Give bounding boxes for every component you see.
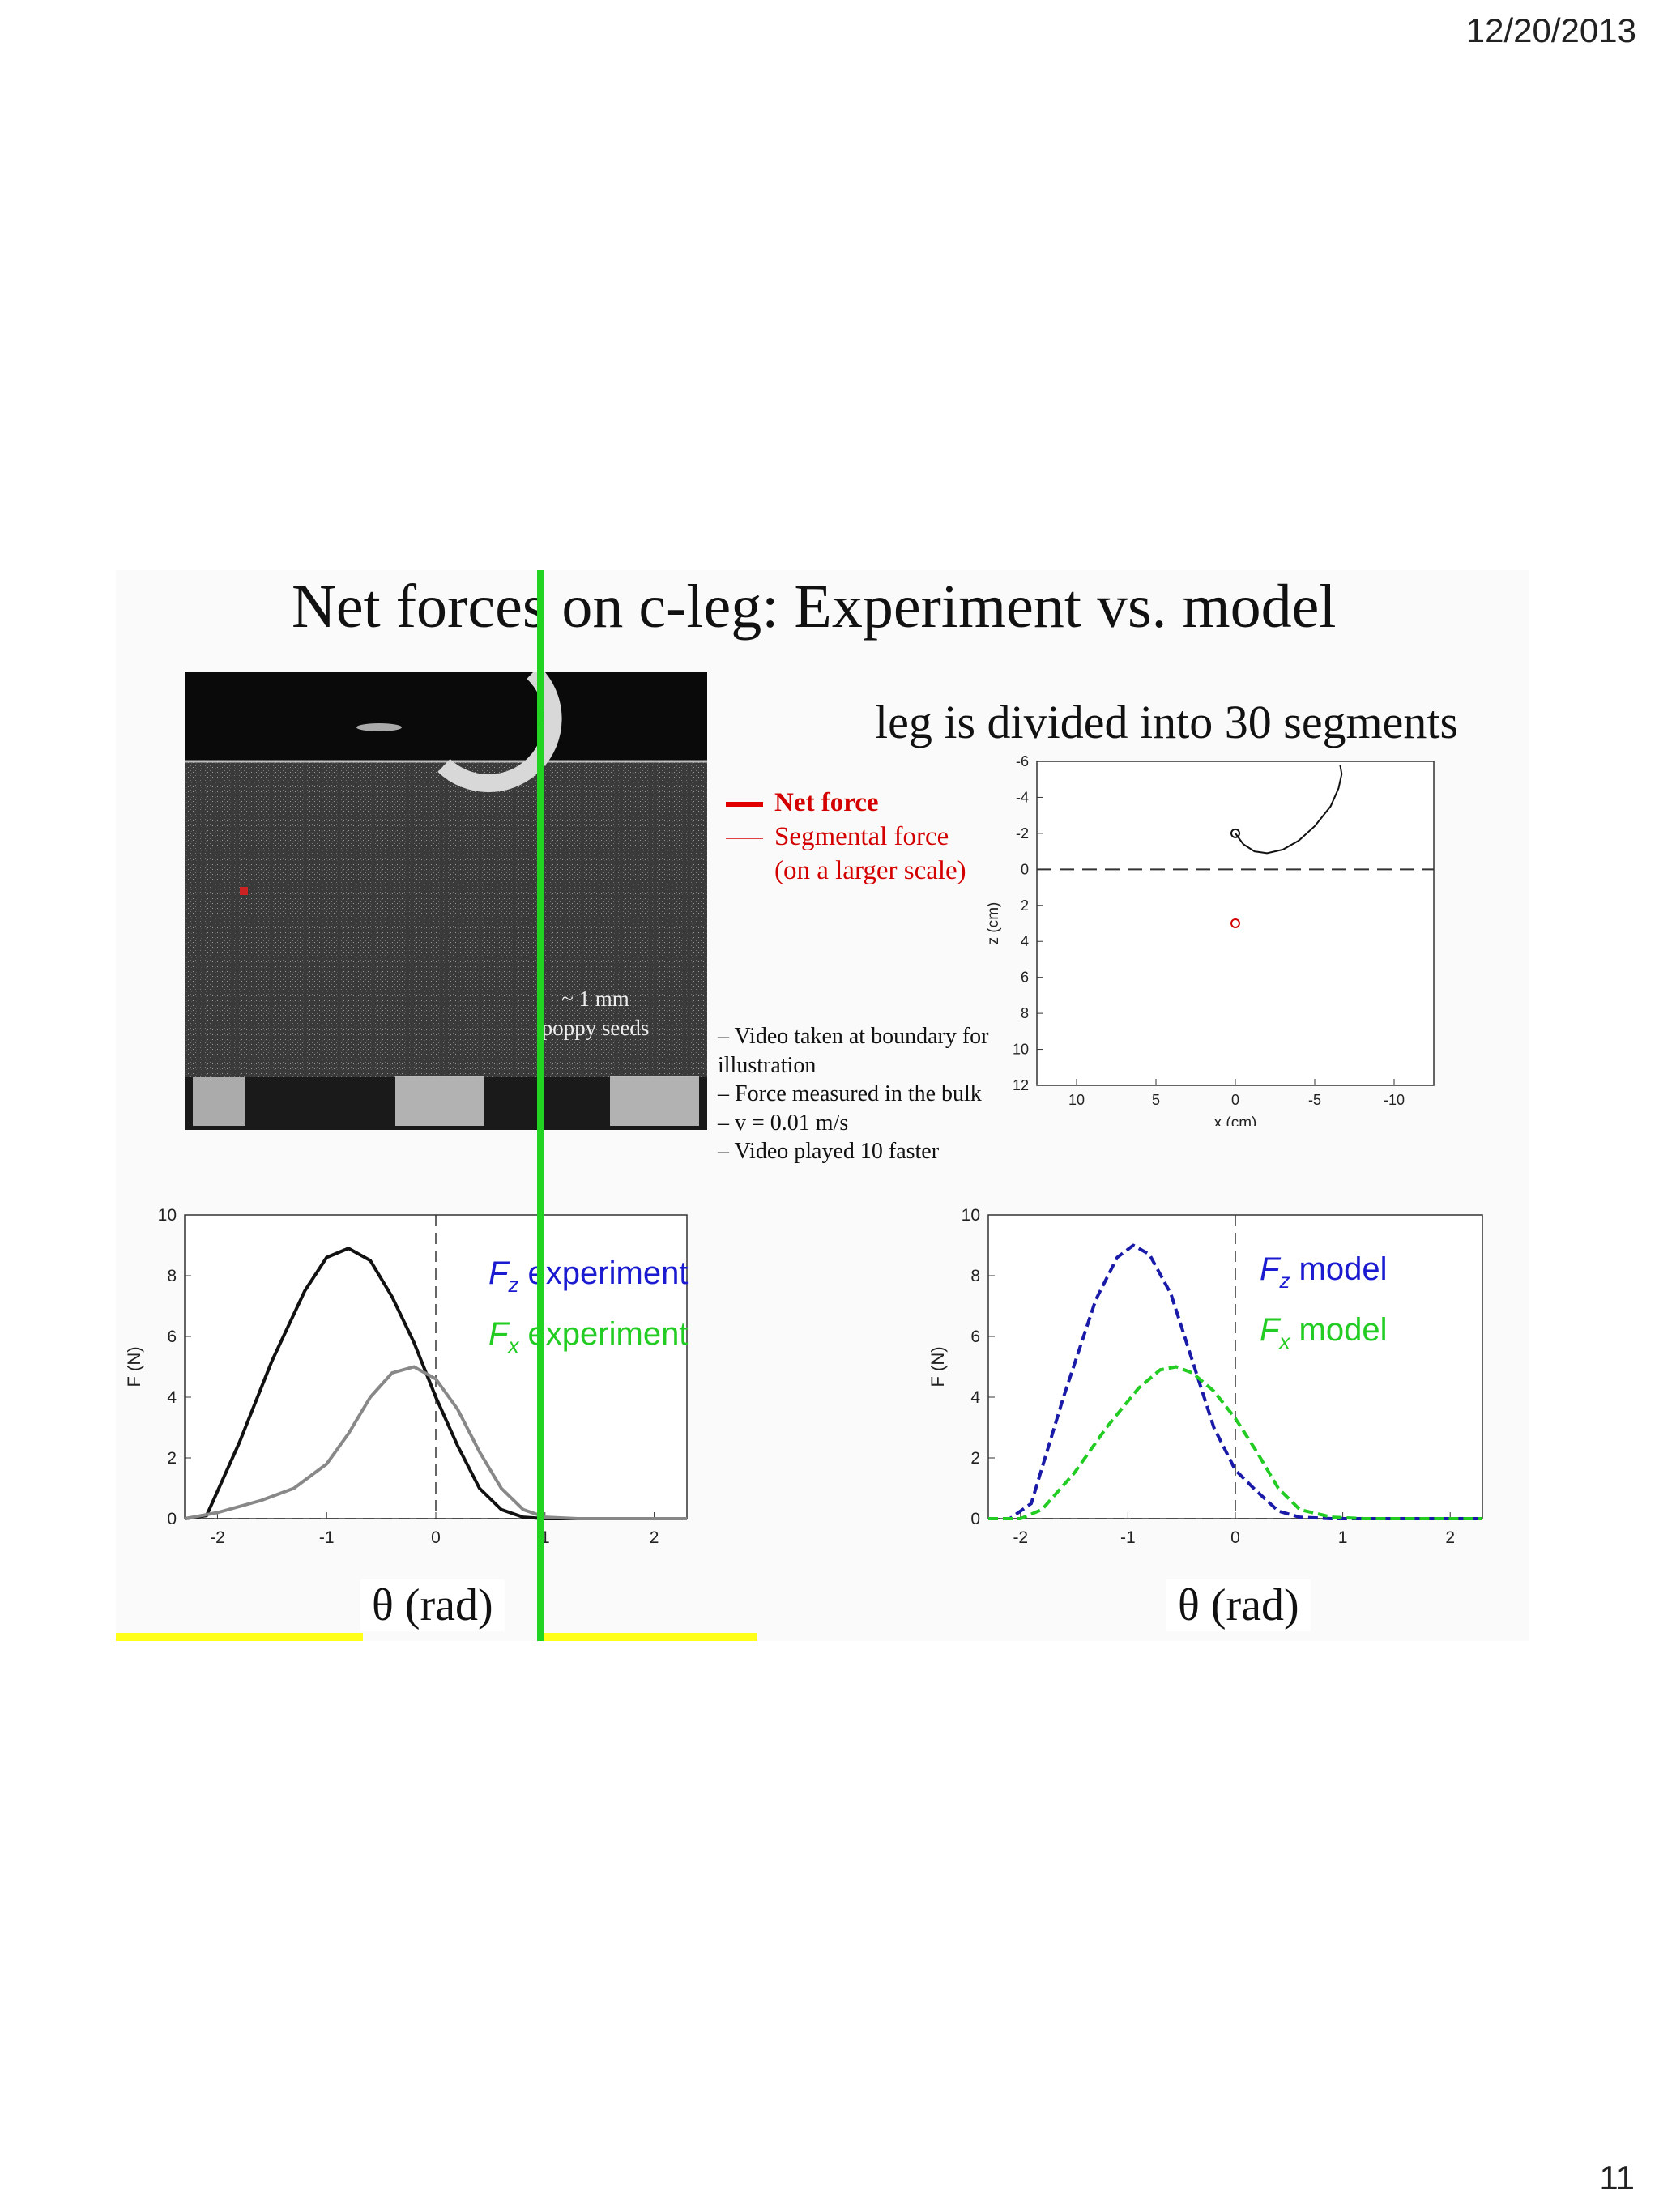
notes-list: – Video taken at boundary for illustrati… — [718, 1022, 988, 1166]
y-tick-label: 2 — [167, 1449, 177, 1468]
x-tick-label: -2 — [210, 1528, 225, 1547]
y-tick-label: 0 — [970, 1510, 980, 1528]
y-tick-label: 2 — [970, 1449, 980, 1468]
note-line: illustration — [718, 1052, 817, 1078]
y-tick-label: 0 — [167, 1510, 177, 1528]
y-tick-label: 10 — [1013, 1042, 1029, 1058]
leg-trajectory-line — [1235, 765, 1343, 855]
net-force-swatch — [726, 802, 763, 808]
video-progress-marker — [537, 570, 544, 1641]
trajectory-marker — [1230, 918, 1240, 928]
x-tick-label: 1 — [540, 1528, 550, 1547]
experiment-video-frame — [185, 672, 707, 1130]
y-tick-label: 10 — [962, 1206, 980, 1225]
note-line: – v = 0.01 m/s — [718, 1110, 849, 1136]
segmental-force-note: (on a larger scale) — [774, 856, 966, 885]
y-tick-label: 10 — [158, 1206, 177, 1225]
x-tick-label: -1 — [1120, 1528, 1136, 1547]
x-tick-label: -10 — [1384, 1092, 1405, 1108]
y-axis-label: z (cm) — [985, 902, 1002, 945]
y-tick-label: 4 — [1021, 933, 1029, 949]
x-tick-label: 5 — [1152, 1092, 1160, 1108]
y-tick-label: 6 — [970, 1328, 980, 1346]
legend-entry: Fx model — [1260, 1312, 1388, 1353]
x-axis-label: x (cm) — [1214, 1115, 1257, 1126]
x-tick-label: -1 — [319, 1528, 335, 1547]
y-tick-label: 8 — [167, 1267, 177, 1285]
force-legend: Net force Segmental force (on a larger s… — [726, 786, 966, 888]
y-tick-label: 8 — [1021, 1005, 1029, 1021]
subtitle: leg is divided into 30 segments — [875, 696, 1459, 748]
y-tick-label: 8 — [970, 1267, 980, 1285]
y-tick-label: 0 — [1021, 861, 1029, 877]
y-tick-label: 6 — [1021, 970, 1029, 986]
series-line — [184, 1365, 687, 1520]
seeds-label: ~ 1 mm poppy seeds — [541, 987, 650, 1040]
x-tick-label: -2 — [1013, 1528, 1028, 1547]
x-tick-label: -5 — [1308, 1092, 1321, 1108]
x-tick-label: 2 — [1445, 1528, 1455, 1547]
page-number: 11 — [1599, 2159, 1635, 2197]
note-line: – Video played 10 faster — [718, 1139, 940, 1164]
note-line: – Video taken at boundary for — [718, 1024, 989, 1049]
y-tick-label: -6 — [1016, 753, 1029, 769]
y-tick-label: 2 — [1021, 897, 1029, 914]
slide-title: Net forces on c-leg: Experiment vs. mode… — [292, 573, 1337, 641]
experiment-chart: -2 -1 0 1 2 0 2 4 6 8 10 F (N) Fz experiment Fx exper… — [124, 1206, 688, 1547]
note-line: – Force measured in the bulk — [718, 1081, 982, 1106]
slide-date: 12/20/2013 — [1465, 11, 1636, 49]
y-axis-label: F (N) — [928, 1346, 948, 1387]
y-tick-label: -2 — [1016, 825, 1029, 842]
x-tick-label: 0 — [431, 1528, 441, 1547]
legend-entry: Fz experiment — [488, 1255, 688, 1297]
model-x-label: θ (rad) — [1166, 1579, 1311, 1631]
y-tick-label: 4 — [167, 1388, 177, 1407]
legend-entry: Fz model — [1260, 1251, 1388, 1293]
series-line — [184, 1247, 687, 1520]
x-tick-label: 0 — [1231, 1092, 1239, 1108]
trajectory-axes-frame — [1036, 761, 1435, 1086]
red-marker — [240, 887, 248, 895]
highlight-bar-left — [116, 1633, 363, 1641]
model-chart: -2 -1 0 1 2 0 2 4 6 8 10 F (N) Fz model Fx model — [928, 1206, 1483, 1547]
trajectory-marker — [1230, 828, 1240, 838]
experiment-x-label: θ (rad) — [360, 1579, 505, 1631]
series-line — [988, 1243, 1482, 1520]
y-tick-label: 6 — [167, 1328, 177, 1346]
y-tick-label: 4 — [970, 1388, 980, 1407]
x-tick-label: 0 — [1230, 1528, 1240, 1547]
trajectory-chart: 10 5 0 -5 -10 -6 -4 -2 0 2 4 6 8 10 12 x (cm) z (cm) — [985, 753, 1435, 1126]
x-tick-label: 1 — [1338, 1528, 1348, 1547]
legend-entry: Fx experiment — [488, 1316, 688, 1357]
highlight-bar-right — [543, 1633, 757, 1641]
c-leg-shape — [437, 672, 562, 793]
y-axis-label: F (N) — [124, 1346, 144, 1387]
net-force-label: Net force — [774, 788, 879, 817]
x-tick-label: 10 — [1068, 1092, 1085, 1108]
y-tick-label: -4 — [1016, 789, 1029, 805]
segmental-force-swatch — [726, 837, 763, 839]
y-tick-label: 12 — [1013, 1077, 1029, 1093]
segmental-force-label: Segmental force — [774, 822, 949, 851]
series-line — [988, 1365, 1482, 1520]
x-tick-label: 2 — [650, 1528, 659, 1547]
